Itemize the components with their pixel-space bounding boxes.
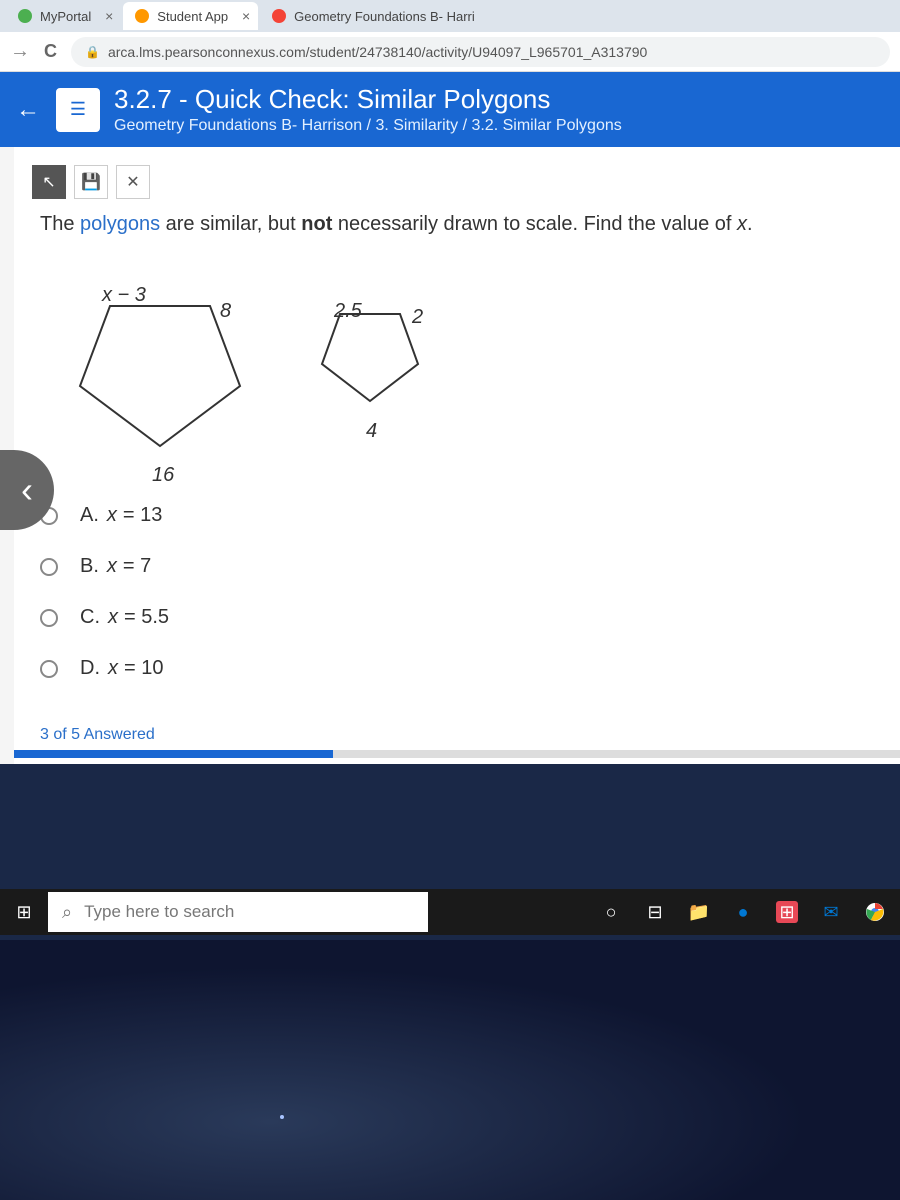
- search-placeholder: Type here to search: [84, 902, 234, 922]
- polygon-label: 4: [366, 420, 377, 443]
- system-tray: ○ ⊟ 📁 ● ⊞ ✉: [600, 901, 900, 923]
- page-title: 3.2.7 - Quick Check: Similar Polygons: [114, 84, 622, 115]
- polygon-label: x − 3: [102, 284, 146, 307]
- windows-taskbar: ⊞ ⌕ Type here to search ○ ⊟ 📁 ● ⊞ ✉: [0, 889, 900, 935]
- close-icon[interactable]: ×: [242, 8, 250, 24]
- desktop-background: [0, 940, 900, 1200]
- save-tool-button[interactable]: 💾: [74, 165, 108, 199]
- polygon-label: 16: [152, 464, 174, 487]
- polygon-label: 8: [220, 300, 231, 323]
- store-icon[interactable]: ⊞: [776, 901, 798, 923]
- progress-track: [14, 750, 900, 758]
- back-arrow-icon[interactable]: ←: [16, 96, 40, 124]
- start-button[interactable]: ⊞: [0, 889, 48, 935]
- lesson-icon: ☰: [56, 88, 100, 132]
- progress-fill: [14, 750, 333, 758]
- progress-area: 3 of 5 Answered: [14, 714, 900, 764]
- search-icon: ⌕: [62, 902, 72, 923]
- forward-icon[interactable]: →: [10, 40, 30, 63]
- tab-favicon: [18, 9, 32, 23]
- cursor-tool-button[interactable]: ↖: [32, 165, 66, 199]
- content-area: ↖ 💾 ✕ The polygons are similar, but not …: [14, 147, 900, 764]
- browser-tab-bar: MyPortal × Student App × Geometry Founda…: [0, 0, 900, 32]
- tab-favicon: [272, 9, 286, 23]
- polygon-label: 2: [412, 306, 423, 329]
- answer-option[interactable]: D. x = 10: [40, 643, 874, 694]
- page-header: ← ☰ 3.2.7 - Quick Check: Similar Polygon…: [0, 72, 900, 147]
- polygon-diagram: x − 3 8 16 2.5 2 4: [40, 256, 874, 476]
- cortana-icon[interactable]: ○: [600, 901, 622, 923]
- answer-option[interactable]: C. x = 5.5: [40, 592, 874, 643]
- close-icon[interactable]: ×: [105, 8, 113, 24]
- answer-option[interactable]: B. x = 7: [40, 541, 874, 592]
- reload-icon[interactable]: C: [44, 41, 57, 62]
- url-text: arca.lms.pearsonconnexus.com/student/247…: [108, 44, 647, 60]
- radio-icon[interactable]: [40, 660, 58, 678]
- tab-label: Student App: [157, 9, 228, 24]
- answer-option[interactable]: A. x = 13: [40, 490, 874, 541]
- light-dot: [280, 1115, 284, 1119]
- browser-nav-bar: → C 🔒 arca.lms.pearsonconnexus.com/stude…: [0, 32, 900, 72]
- browser-tab[interactable]: Geometry Foundations B- Harri: [260, 2, 505, 30]
- tab-label: Geometry Foundations B- Harri: [294, 9, 475, 24]
- lock-icon: 🔒: [85, 45, 100, 59]
- question-text: The polygons are similar, but not necess…: [40, 213, 874, 236]
- breadcrumb: Geometry Foundations B- Harrison / 3. Si…: [114, 117, 622, 135]
- close-tool-button[interactable]: ✕: [116, 165, 150, 199]
- task-view-icon[interactable]: ⊟: [644, 901, 666, 923]
- edge-icon[interactable]: ●: [732, 901, 754, 923]
- answer-list: A. x = 13 B. x = 7 C. x = 5.5: [40, 490, 874, 694]
- chrome-icon[interactable]: [864, 901, 886, 923]
- progress-label: 3 of 5 Answered: [14, 726, 900, 750]
- polygon-label: 2.5: [334, 300, 362, 323]
- radio-icon[interactable]: [40, 609, 58, 627]
- mail-icon[interactable]: ✉: [820, 901, 842, 923]
- browser-tab[interactable]: Student App ×: [123, 2, 258, 30]
- taskbar-search[interactable]: ⌕ Type here to search: [48, 892, 428, 932]
- file-explorer-icon[interactable]: 📁: [688, 901, 710, 923]
- browser-tab[interactable]: MyPortal ×: [6, 2, 121, 30]
- address-bar[interactable]: 🔒 arca.lms.pearsonconnexus.com/student/2…: [71, 37, 890, 67]
- tab-label: MyPortal: [40, 9, 91, 24]
- radio-icon[interactable]: [40, 558, 58, 576]
- tab-favicon: [135, 9, 149, 23]
- toolbar: ↖ 💾 ✕: [14, 147, 900, 213]
